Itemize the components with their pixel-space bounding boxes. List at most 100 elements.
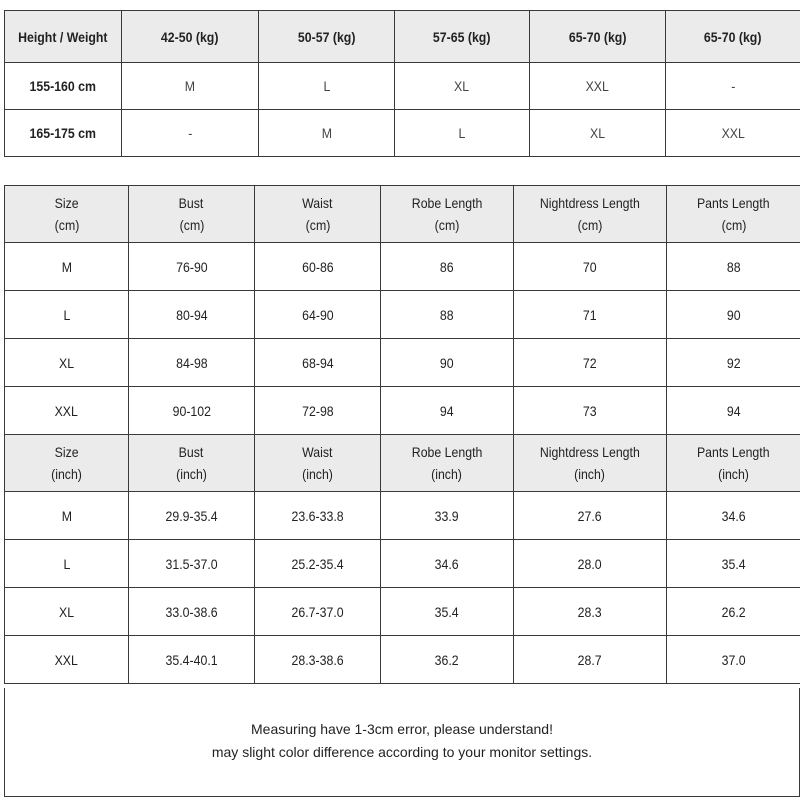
row-header-text: 155-160 cm (29, 78, 97, 94)
measurement-cell: 27.6 (513, 491, 667, 540)
measurement-cell-text: 23.6-33.8 (291, 507, 344, 524)
measurement-cell-text: 26.7-37.0 (291, 603, 344, 620)
size-cell-text: - (187, 125, 193, 141)
size-cell-text: M (321, 125, 332, 141)
header-label: Pants Length (697, 195, 770, 211)
size-label: L (4, 290, 129, 339)
measurement-cell-text: 34.6 (435, 555, 459, 572)
header-label: Waist (302, 444, 333, 460)
column-header: Nightdress Length (cm) (513, 185, 667, 243)
size-label: M (4, 491, 129, 540)
column-header-text: Height / Weight (18, 28, 108, 45)
column-header: Nightdress Length (inch) (513, 434, 667, 492)
header-unit: (cm) (577, 217, 603, 233)
header-unit: (cm) (305, 217, 330, 233)
measurement-cell: 35.4-40.1 (128, 635, 255, 684)
size-label-text: L (63, 306, 70, 323)
header-label: Nightdress Length (539, 195, 640, 211)
size-label: M (4, 242, 129, 291)
measurement-cell-text: 72-98 (301, 402, 334, 419)
column-header: Size (inch) (4, 434, 129, 492)
size-cell: - (121, 109, 259, 157)
measurement-cell: 26.7-37.0 (254, 587, 381, 636)
measurement-cell-text: 71 (583, 306, 597, 323)
size-label-text: L (63, 555, 70, 572)
column-header: 65-70 (kg) (665, 10, 800, 63)
measurement-cell-text: 88 (726, 258, 741, 275)
size-cell-text: XXL (585, 78, 610, 94)
column-header: Height / Weight (4, 10, 122, 63)
size-cell-text: XL (589, 125, 606, 141)
measurement-cell: 88 (666, 242, 800, 291)
measurement-cell: 90 (380, 338, 514, 387)
size-cell: M (121, 62, 259, 110)
header-unit: (cm) (54, 217, 79, 233)
size-label: XXL (4, 386, 129, 435)
header-row: Size (inch) Bust (inch) Waist (inch) Robe Leng… (4, 434, 800, 492)
measurement-cell: 35.4 (380, 587, 514, 636)
measurement-cell-text: 31.5-37.0 (165, 555, 218, 572)
measurement-cell-text: 28.3 (578, 603, 602, 620)
measurement-cell-text: 72 (583, 354, 597, 371)
measurement-cell-text: 35.4-40.1 (165, 651, 218, 668)
header-label: Size (54, 195, 79, 211)
table-row: L 80-94 64-90 88 71 90 (4, 290, 800, 339)
measurement-cell-text: 76-90 (175, 258, 208, 275)
measurement-cell: 29.9-35.4 (128, 491, 255, 540)
measurement-cell: 26.2 (666, 587, 800, 636)
table-row: 165-175 cm - M L XL XXL (4, 109, 800, 157)
row-header-text: 165-175 cm (29, 125, 97, 141)
size-cell: M (258, 109, 395, 157)
measurement-cell-text: 70 (583, 258, 597, 275)
column-header: Bust (cm) (128, 185, 255, 243)
column-header: Size (cm) (4, 185, 129, 243)
measurement-cell-text: 28.7 (578, 651, 602, 668)
measurement-cell: 84-98 (128, 338, 255, 387)
measurement-cell: 73 (513, 386, 667, 435)
measurement-cell: 94 (380, 386, 514, 435)
measurement-cell-text: 90-102 (172, 402, 211, 419)
header-label: Waist (302, 195, 333, 211)
measurement-cell-text: 34.6 (721, 507, 746, 524)
measurement-cell: 28.3 (513, 587, 667, 636)
header-unit: (inch) (431, 466, 463, 482)
column-header: 50-57 (kg) (258, 10, 395, 63)
table-row: L 31.5-37.0 25.2-35.4 34.6 28.0 35.4 (4, 539, 800, 588)
header-row: Size (cm) Bust (cm) Waist (cm) Robe Length (cm)… (4, 185, 800, 243)
measurement-cell-text: 73 (583, 402, 597, 419)
size-label: L (4, 539, 129, 588)
row-header: 155-160 cm (4, 62, 122, 110)
height-weight-table: Height / Weight 42-50 (kg) 50-57 (kg) 57-65… (4, 10, 800, 157)
column-header-text: 65-70 (kg) (568, 28, 627, 45)
measurement-cell-text: 92 (726, 354, 741, 371)
column-header: 57-65 (kg) (394, 10, 530, 63)
measurement-cell: 34.6 (666, 491, 800, 540)
size-label-text: M (61, 507, 72, 524)
measurement-cell: 25.2-35.4 (254, 539, 381, 588)
measurement-cell: 35.4 (666, 539, 800, 588)
header-label: Robe Length (411, 195, 483, 211)
measurement-cell: 72-98 (254, 386, 381, 435)
measurement-cell-text: 27.6 (578, 507, 602, 524)
measurement-cell: 37.0 (666, 635, 800, 684)
size-label: XL (4, 587, 129, 636)
measurement-cell-text: 84-98 (175, 354, 208, 371)
measurement-cell: 23.6-33.8 (254, 491, 381, 540)
measurement-cell-text: 28.0 (578, 555, 602, 572)
measurement-cell-text: 60-86 (301, 258, 334, 275)
measurement-cell: 68-94 (254, 338, 381, 387)
header-label: Robe Length (411, 444, 483, 460)
measurement-cell-text: 86 (440, 258, 454, 275)
column-header-text: 65-70 (kg) (704, 28, 762, 45)
column-header-text: 57-65 (kg) (433, 28, 491, 45)
header-unit: (cm) (721, 217, 746, 233)
measurement-cell-text: 94 (440, 402, 454, 419)
header-row: Height / Weight 42-50 (kg) 50-57 (kg) 57-65… (4, 10, 800, 63)
measurement-cell: 71 (513, 290, 667, 339)
measurement-cell: 90 (666, 290, 800, 339)
measurement-cell-text: 90 (726, 306, 741, 323)
table-row: XXL 35.4-40.1 28.3-38.6 36.2 28.7 37.0 (4, 635, 800, 684)
column-header: Pants Length (inch) (666, 434, 800, 492)
size-cell: XL (529, 109, 666, 157)
size-cell: L (394, 109, 530, 157)
